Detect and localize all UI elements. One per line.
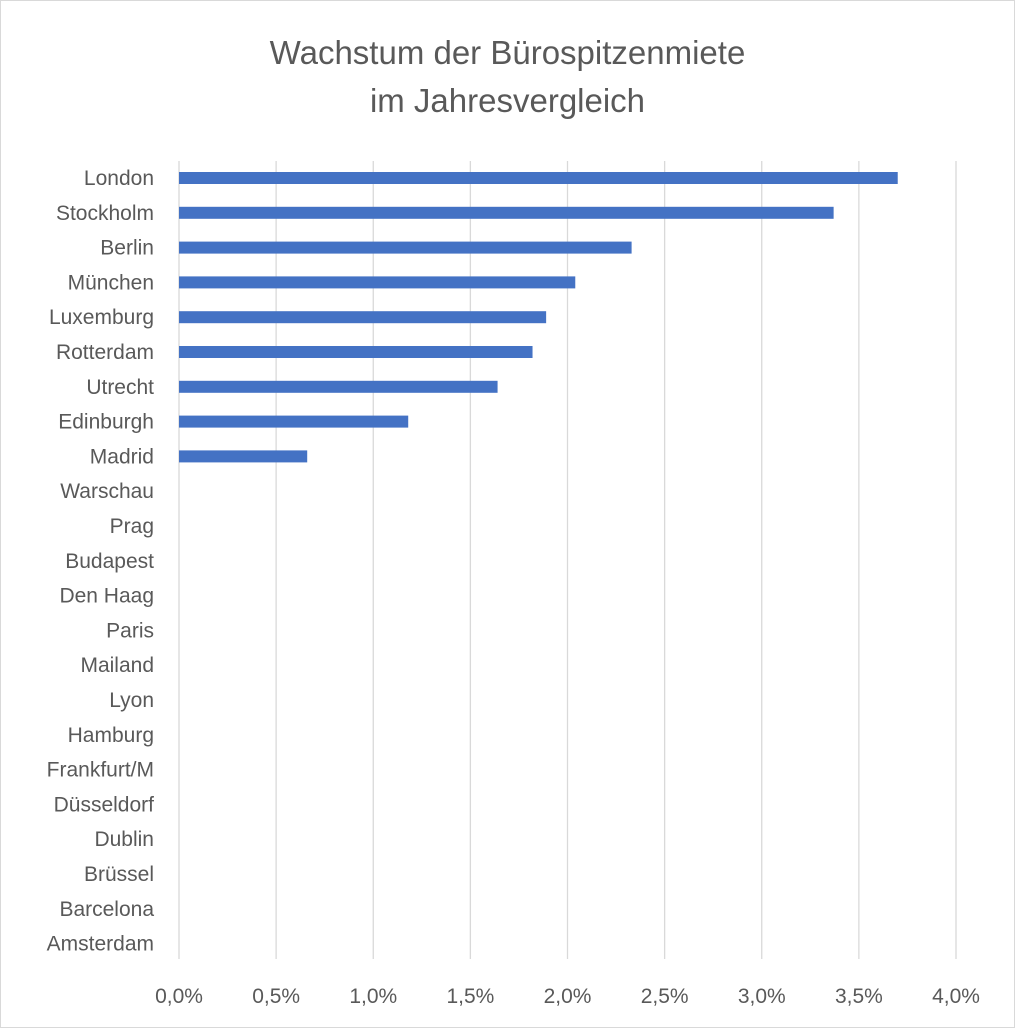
category-label: Dublin	[94, 828, 154, 851]
category-label: München	[68, 271, 154, 294]
category-label: Lyon	[109, 689, 154, 712]
chart-title-line-1: Wachstum der Bürospitzenmiete	[269, 34, 746, 71]
bar	[179, 276, 576, 289]
category-label: Brüssel	[84, 863, 154, 886]
gridlines	[178, 161, 957, 959]
x-tick-label: 4,0%	[932, 985, 980, 1008]
category-label: Utrecht	[86, 376, 154, 399]
category-labels: London Stockholm Berlin München Luxemburg Rot…	[47, 167, 155, 956]
category-label: Berlin	[100, 237, 154, 260]
x-tick-label: 1,0%	[349, 985, 397, 1008]
x-tick-label: 2,5%	[641, 985, 689, 1008]
category-label: London	[84, 167, 154, 190]
category-label: Edinburgh	[58, 411, 154, 434]
chart-title-line-2: im Jahresvergleich	[369, 82, 646, 119]
category-label: Barcelona	[59, 898, 154, 921]
bar	[179, 311, 547, 324]
category-label: Hamburg	[68, 724, 154, 747]
category-label: Rotterdam	[56, 341, 154, 364]
x-tick-label: 0,5%	[252, 985, 300, 1008]
category-label: Prag	[110, 515, 154, 538]
category-label: Amsterdam	[47, 933, 154, 956]
category-label: Budapest	[65, 550, 154, 573]
bar	[179, 206, 834, 219]
category-label: Mailand	[80, 654, 154, 677]
x-tick-label: 3,0%	[738, 985, 786, 1008]
category-label: Warschau	[60, 480, 154, 503]
bar	[179, 346, 533, 358]
x-tick-label: 0,0%	[155, 985, 203, 1008]
bar	[179, 172, 898, 184]
bar	[179, 450, 308, 463]
bar	[179, 380, 498, 393]
category-label: Stockholm	[56, 202, 154, 225]
category-label: Madrid	[90, 445, 154, 468]
category-label: Den Haag	[59, 585, 154, 608]
category-label: Düsseldorf	[54, 793, 155, 816]
category-label: Frankfurt/M	[47, 759, 154, 782]
category-label: Luxemburg	[49, 306, 154, 329]
bars	[179, 172, 898, 463]
x-tick-label: 1,5%	[446, 985, 494, 1008]
bar	[179, 241, 632, 254]
bar	[179, 415, 409, 428]
x-tick-labels: 0,0% 0,5% 1,0% 1,5% 2,0% 2,5% 3,0% 3,5% 4,0%	[155, 985, 980, 1008]
x-tick-label: 2,0%	[544, 985, 592, 1008]
x-tick-label: 3,5%	[835, 985, 883, 1008]
chart-title: Wachstum der Bürospitzenmiete im Jahresv…	[1, 29, 1014, 125]
category-label: Paris	[106, 619, 154, 642]
